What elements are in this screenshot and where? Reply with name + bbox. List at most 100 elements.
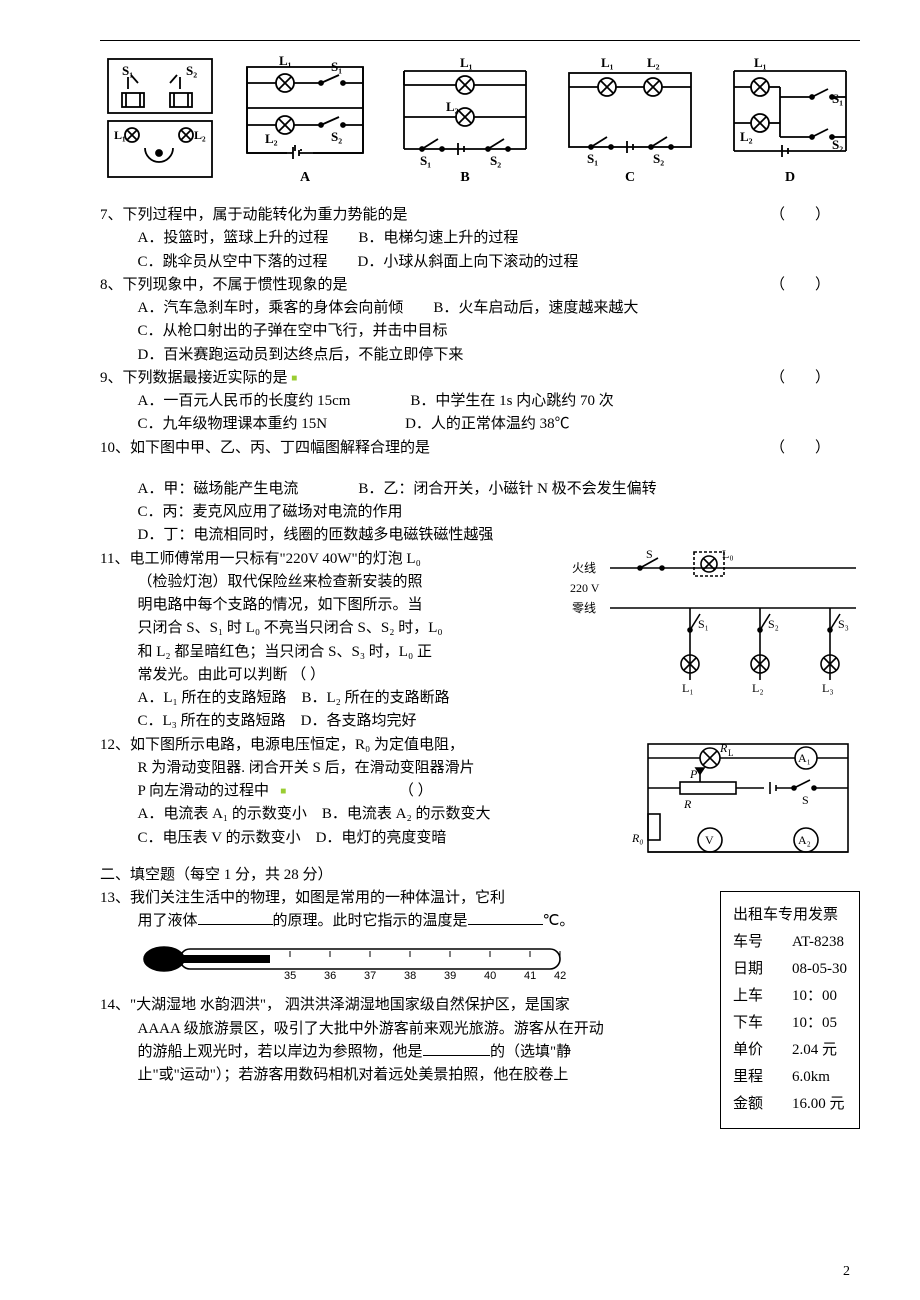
svg-text:36: 36 [324,970,336,981]
q8-c: C．从枪口射出的子弹在空中飞行，并击中目标 [100,320,860,343]
q11-5: 和 L₂ 都呈暗红色；当只闭合 S、S₃ 时，L₀ 正 [100,641,860,664]
q12-2: R 为滑动变阻器. 闭合开关 S 后，在滑动变阻器滑片 [100,757,860,780]
q11-a: A．L₁ 所在的支路短路 [138,687,287,710]
thermometer-svg: 35 36 37 38 39 40 41 42 [140,937,580,981]
q7-b: B．电梯匀速上升的过程 [358,227,518,250]
q9-b: B．中学生在 1s 内心跳约 70 次 [410,390,613,413]
svg-text:S₂: S₂ [832,137,843,152]
svg-text:L₂: L₂ [647,55,660,70]
svg-text:R₀: R₀ [631,831,644,845]
circuit-b-svg: L₁ L₂ S₁ S₂ [390,53,540,168]
svg-text:39: 39 [444,970,456,981]
q7-a: A．投篮时，篮球上升的过程 [138,227,329,250]
q9-stem: 9、下列数据最接近实际的是 ■ （） [100,367,860,390]
q9-d: D．人的正常体温约 38℃ [405,413,570,436]
q7-paren: （） [770,204,860,227]
svg-text:V: V [705,833,714,847]
circuit-a-svg: L₁ S₁ L₂ S₂ [235,53,375,168]
svg-text:L₁: L₁ [279,53,292,68]
circuit-a: L₁ S₁ L₂ S₂ A [235,53,375,186]
svg-text:L₂: L₂ [194,128,206,142]
q12-row2: C．电压表 V 的示数变小 D．电灯的亮度变暗 [100,827,622,850]
q11-d: D．各支路均完好 [301,710,417,733]
q8-paren: （） [770,274,860,297]
q7-row1: A．投篮时，篮球上升的过程 B．电梯匀速上升的过程 [100,227,860,250]
circuit-a-label: A [235,170,375,186]
svg-text:41: 41 [524,970,536,981]
q10-paren: （） [770,437,860,460]
q8-b: B．火车启动后，速度越来越大 [433,297,638,320]
q10-b: B．乙：闭合开关，小磁针 N 极不会发生偏转 [358,478,656,501]
svg-text:35: 35 [284,970,296,981]
q11-b: B．L₂ 所在的支路断路 [301,687,449,710]
svg-text:38: 38 [404,970,416,981]
q7-c: C．跳伞员从空中下落的过程 [138,251,328,274]
svg-text:S₂: S₂ [186,63,197,78]
q9-a: A．一百元人民币的长度约 15cm [138,390,351,413]
circuit-c-label: C [555,170,705,186]
q10-stem: 10、如下图中甲、乙、丙、丁四幅图解释合理的是 （） [100,437,860,460]
page: S₁ S₂ L₁ L₂ [0,0,920,1300]
q12-d: D．电灯的亮度变暗 [316,827,447,850]
q11-block: 火线 220 V 零线 S L₀ S₁ L₁ [100,548,860,734]
circuit-d: L₁ S₁ L₂ S₂ D [720,53,860,186]
svg-text:S₂: S₂ [331,129,342,144]
q10-text: 10、如下图中甲、乙、丙、丁四幅图解释合理的是 [100,437,430,460]
q12-row1: A．电流表 A₁ 的示数变小 B．电流表 A₂ 的示数变大 [100,803,622,826]
q14-2: AAAA 级旅游景区，吸引了大批中外游客前来观光旅游。游客从在开动 [100,1018,860,1041]
q13-1: 13、我们关注生活中的物理，如图是常用的一种体温计，它利 [100,887,860,910]
svg-text:L₂: L₂ [446,99,459,114]
q9-row1: A．一百元人民币的长度约 15cm B．中学生在 1s 内心跳约 70 次 [100,390,860,413]
q9-row2: C．九年级物理课本重约 15N D．人的正常体温约 38℃ [100,413,860,436]
q9-paren: （） [770,367,860,390]
q9-text: 9、下列数据最接近实际的是 ■ [100,367,297,390]
svg-text:42: 42 [554,970,566,981]
q12-3: P 向左滑动的过程中 ■ （ ） [100,780,860,803]
q8-row1: A．汽车急刹车时，乘客的身体会向前倾 B．火车启动后，速度越来越大 [100,297,860,320]
blank [423,1055,491,1056]
q11-1: 11、电工师傅常用一只标有"220V 40W"的灯泡 L₀ [100,548,860,571]
q13-2: 用了液体的原理。此时它指示的温度是℃。 [100,910,860,933]
q7-stem: 7、下列过程中，属于动能转化为重力势能的是 （） [100,204,860,227]
q11-row1: A．L₁ 所在的支路短路 B．L₂ 所在的支路断路 [100,687,562,710]
circuit-b: L₁ L₂ S₁ S₂ B [390,53,540,186]
circuit-leftpanel: S₁ S₂ L₁ L₂ [100,53,220,186]
blank [468,924,543,925]
q8-text: 8、下列现象中，不属于惯性现象的是 [100,274,348,297]
q8-stem: 8、下列现象中，不属于惯性现象的是 （） [100,274,860,297]
svg-text:L₁: L₁ [601,55,614,70]
q8-a: A．汽车急刹车时，乘客的身体会向前倾 [138,297,404,320]
svg-text:S₁: S₁ [420,153,431,168]
q12-a: A．电流表 A₁ 的示数变小 [138,803,307,826]
q11-2: （检验灯泡）取代保险丝来检查新安装的照 [100,571,860,594]
svg-text:L₂: L₂ [740,129,753,144]
q12-3r: （ ） [399,783,433,799]
q11-3: 明电路中每个支路的情况，如下图所示。当 [100,594,860,617]
q12-c: C．电压表 V 的示数变小 [138,827,301,850]
svg-text:L₁: L₁ [460,55,473,70]
q12-1: 12、如下图所示电路，电源电压恒定，R₀ 为定值电阻， [100,734,860,757]
circuit-c: L₁ L₂ S₁ S₂ C [555,53,705,186]
q12-block: RL A₁ P R S R₀ V A₂ [100,734,860,864]
receipt-r1: 日期08-05-30 [733,956,847,983]
green-dot-icon: ■ [291,373,297,384]
q10-d: D．丁：电流相同时，线圈的匝数越多电磁铁磁性越强 [100,524,860,547]
q7-row2: C．跳伞员从空中下落的过程 D．小球从斜面上向下滚动的过程 [100,251,860,274]
q12-3l: P 向左滑动的过程中 [138,783,270,799]
q11-c: C．L₃ 所在的支路短路 [138,710,286,733]
q10-row1: A．甲：磁场能产生电流 B．乙：闭合开关，小磁针 N 极不会发生偏转 [100,478,860,501]
q12-b: B．电流表 A₂ 的示数变大 [322,803,491,826]
svg-text:S₁: S₁ [331,59,342,74]
q11-4: 只闭合 S、S₁ 时 L₀ 不亮当只闭合 S、S₂ 时，L₀ [100,617,860,640]
q14-3: 的游船上观光时，若以岸边为参照物，他是的（选填"静 [100,1041,860,1064]
top-rule [100,40,860,41]
q14-4: 止"或"运动"）；若游客用数码相机对着远处美景拍照，他在胶卷上 [100,1064,860,1087]
receipt-r6: 金额16.00 元 [733,1091,847,1118]
svg-text:A₂: A₂ [798,833,811,847]
q11-6: 常发光。由此可以判断 （ ） [100,664,860,687]
circuit-b-label: B [390,170,540,186]
q10-c: C．丙：麦克风应用了磁场对电流的作用 [100,501,860,524]
svg-text:L₁: L₁ [754,55,767,70]
section2: 二、填空题（每空 1 分，共 28 分） [100,864,860,887]
svg-text:S₁: S₁ [832,91,843,106]
